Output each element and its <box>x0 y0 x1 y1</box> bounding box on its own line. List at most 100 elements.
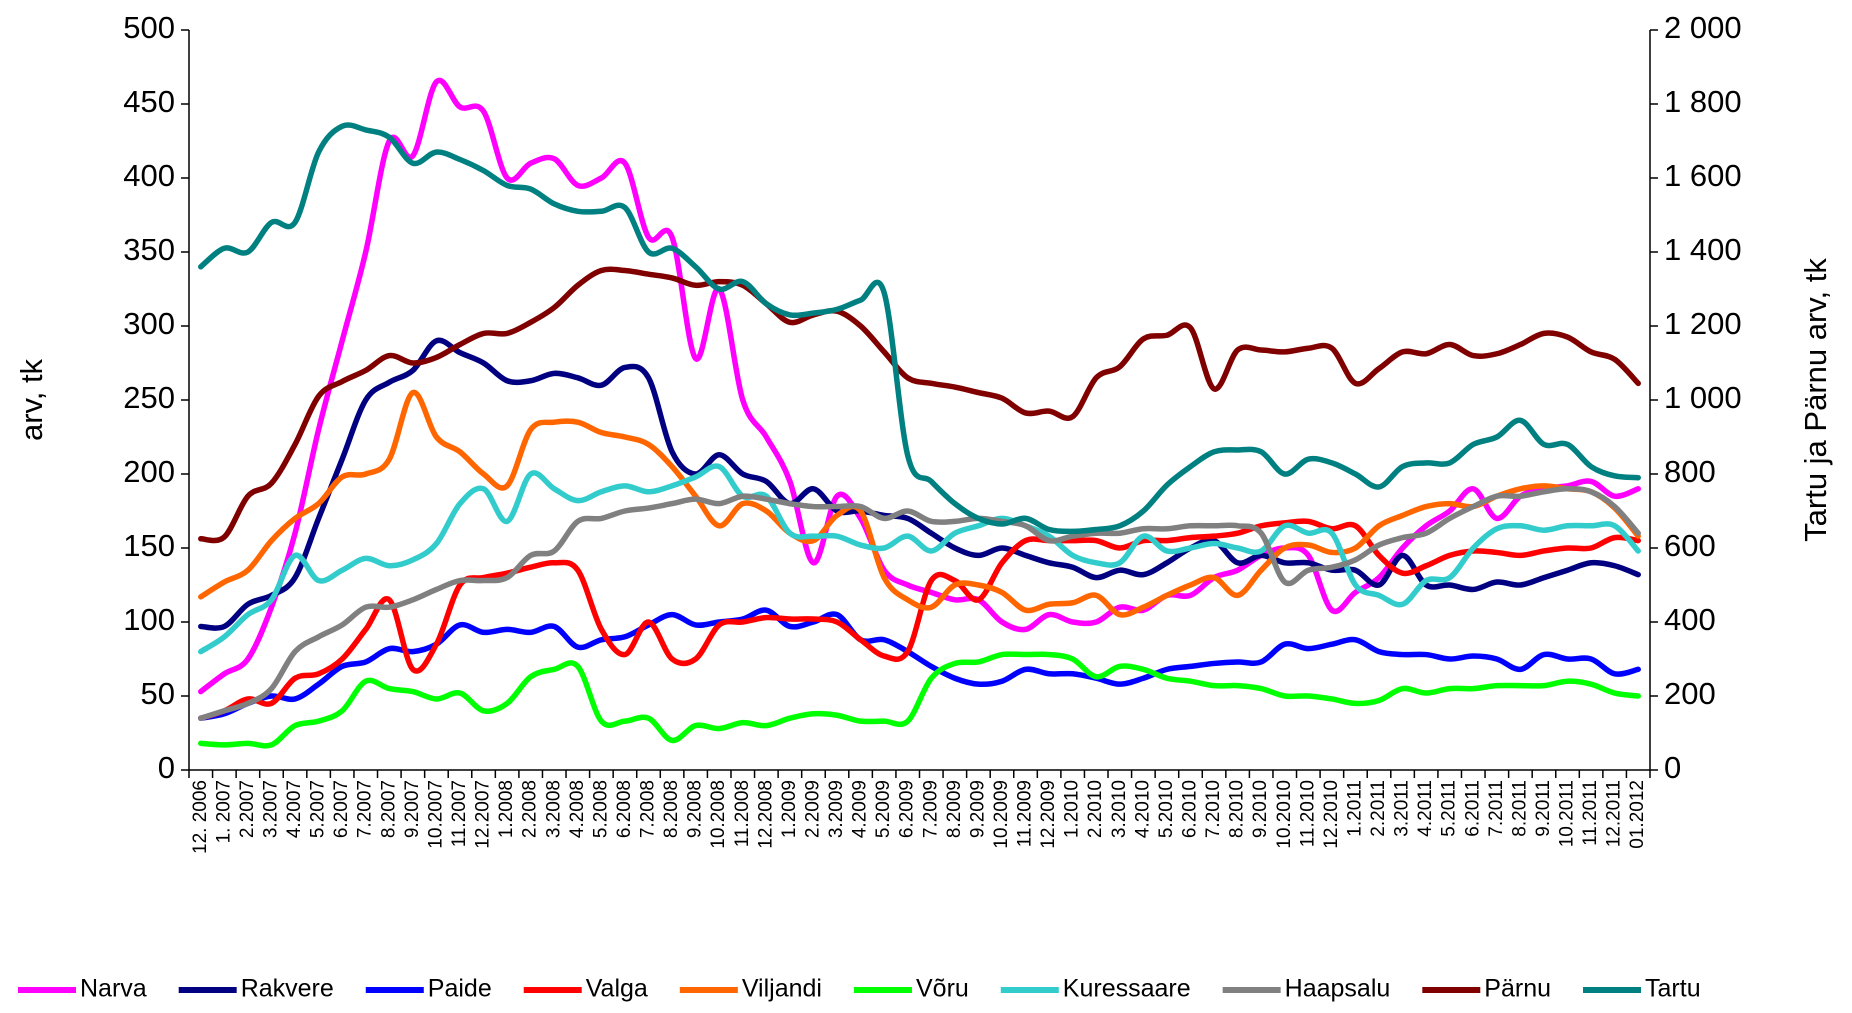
legend-label: Kuressaare <box>1063 975 1191 1003</box>
legend-label: Paide <box>428 975 492 1003</box>
x-tick-label: 11.2010 <box>1297 780 1318 847</box>
x-tick-label: 6.2009 <box>897 780 918 838</box>
x-tick-label: 3.2011 <box>1392 780 1413 837</box>
x-tick-label: 12. 2006 <box>190 780 211 854</box>
x-tick-label: 9.2009 <box>967 780 988 838</box>
y2-tick-label: 1 200 <box>1664 306 1742 341</box>
series-line <box>198 337 1641 631</box>
legend-label: Võru <box>916 975 969 1003</box>
x-tick-label: 4.2009 <box>850 780 871 838</box>
x-tick-label: 4.2007 <box>284 780 305 838</box>
x-tick-label: 10.2010 <box>1274 780 1295 849</box>
legend-label: Haapsalu <box>1285 975 1391 1003</box>
x-tick-label: 6.2008 <box>614 780 635 838</box>
x-tick-label: 9.2007 <box>402 780 423 838</box>
x-tick-label: 2.2008 <box>520 780 541 838</box>
y2-tick-label: 800 <box>1664 454 1716 489</box>
x-tick-label: 11.2008 <box>732 780 753 847</box>
x-tick-label: 9.2010 <box>1250 780 1271 838</box>
x-tick-label: 11.2011 <box>1580 780 1601 846</box>
x-tick-label: 8.2007 <box>378 780 399 838</box>
x-tick-label: 7.2008 <box>638 780 659 838</box>
x-tick-label: 8.2008 <box>661 780 682 838</box>
x-tick-label: 3.2009 <box>826 780 847 838</box>
x-tick-label: 5.2009 <box>873 780 894 838</box>
series-line <box>198 518 1641 721</box>
x-tick-label: 6.2007 <box>331 780 352 838</box>
x-tick-label: 10.2009 <box>991 780 1012 849</box>
y-tick-label: 100 <box>123 602 175 637</box>
legend-label: Tartu <box>1645 975 1701 1003</box>
y-tick-label: 150 <box>123 528 175 563</box>
x-tick-label: 1.2010 <box>1062 780 1083 838</box>
x-tick-label: 11.2007 <box>449 780 470 847</box>
legend-label: Valga <box>586 975 648 1003</box>
y-tick-label: 300 <box>123 306 175 341</box>
x-tick-label: 12.2011 <box>1604 780 1625 847</box>
x-tick-label: 8.2010 <box>1227 780 1248 838</box>
y-tick-label: 200 <box>123 454 175 489</box>
legend-label: Pärnu <box>1484 975 1551 1003</box>
y-tick-label: 350 <box>123 232 175 267</box>
x-tick-label: 2.2007 <box>237 780 258 838</box>
series-line <box>198 266 1641 544</box>
x-tick-label: 6.2011 <box>1462 780 1483 837</box>
x-tick-label: 11.2009 <box>1015 780 1036 847</box>
x-tick-label: 1. 2007 <box>213 780 234 843</box>
x-tick-label: 1.2011 <box>1344 780 1365 837</box>
x-tick-label: 7.2009 <box>920 780 941 838</box>
y2-tick-label: 2 000 <box>1664 10 1742 45</box>
x-tick-label: 7.2010 <box>1203 780 1224 838</box>
y-axis-label: arv, tk <box>14 358 49 441</box>
x-tick-label: 9.2008 <box>685 780 706 838</box>
y2-tick-label: 600 <box>1664 528 1716 563</box>
series-line <box>198 463 1641 655</box>
y2-tick-label: 0 <box>1664 750 1681 785</box>
x-tick-label: 5.2007 <box>308 780 329 838</box>
y2-tick-label: 200 <box>1664 676 1716 711</box>
x-tick-label: 4.2010 <box>1132 780 1153 838</box>
x-tick-label: 6.2010 <box>1180 780 1201 838</box>
x-tick-label: 12.2009 <box>1038 780 1059 849</box>
x-tick-label: 7.2007 <box>355 780 376 838</box>
x-tick-label: 5.2010 <box>1156 780 1177 838</box>
x-tick-label: 7.2011 <box>1486 780 1507 837</box>
legend-label: Viljandi <box>742 975 822 1003</box>
y2-tick-label: 1 400 <box>1664 232 1742 267</box>
x-tick-label: 9.2011 <box>1533 780 1554 837</box>
y2-axis-label: Tartu ja Pärnu arv, tk <box>1798 258 1833 542</box>
series-line <box>198 122 1641 535</box>
x-tick-label: 5.2008 <box>590 780 611 838</box>
y2-tick-label: 1 000 <box>1664 380 1742 415</box>
x-tick-label: 3.2010 <box>1109 780 1130 838</box>
y-tick-label: 250 <box>123 380 175 415</box>
series-line <box>198 651 1641 749</box>
series-line <box>198 486 1641 721</box>
series-line <box>198 389 1641 618</box>
y2-tick-label: 400 <box>1664 602 1716 637</box>
x-tick-label: 4.2008 <box>567 780 588 838</box>
x-tick-label: 3.2007 <box>260 780 281 838</box>
x-tick-label: 2.2009 <box>802 780 823 838</box>
series-line <box>198 77 1641 695</box>
legend-label: Rakvere <box>241 975 334 1003</box>
y-tick-label: 450 <box>123 84 175 119</box>
x-tick-label: 12.2008 <box>755 780 776 849</box>
x-tick-label: 12.2010 <box>1321 780 1342 849</box>
x-tick-label: 8.2009 <box>944 780 965 838</box>
x-tick-label: 2.2010 <box>1085 780 1106 838</box>
x-tick-label: 10.2008 <box>708 780 729 849</box>
legend-label: Narva <box>80 975 147 1003</box>
x-tick-label: 12.2007 <box>473 780 494 849</box>
x-tick-label: 3.2008 <box>543 780 564 838</box>
x-tick-label: 8.2011 <box>1509 780 1530 837</box>
y-tick-label: 400 <box>123 158 175 193</box>
x-tick-label: 10.2007 <box>425 780 446 849</box>
y-tick-label: 500 <box>123 10 175 45</box>
x-tick-label: 4.2011 <box>1415 780 1436 837</box>
x-tick-label: 10.2011 <box>1557 780 1578 847</box>
y2-tick-label: 1 800 <box>1664 84 1742 119</box>
x-tick-label: 5.2011 <box>1439 780 1460 837</box>
x-tick-label: 2.2011 <box>1368 780 1389 837</box>
